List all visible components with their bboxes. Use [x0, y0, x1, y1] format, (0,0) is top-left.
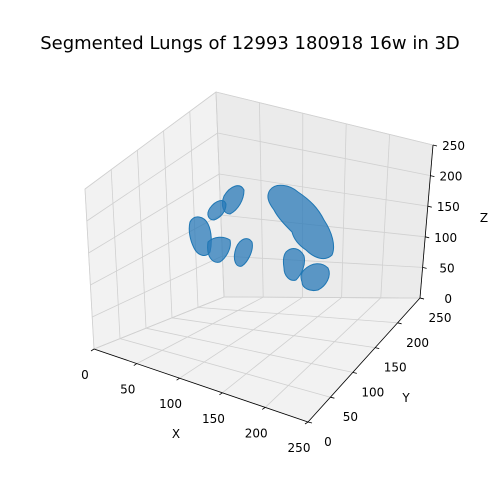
z-tick: [422, 267, 427, 269]
y-left-grid-line: [137, 150, 147, 329]
z-grid-line: [86, 132, 218, 222]
x-axis-line: [93, 348, 309, 423]
x-tick: [261, 407, 266, 410]
z-back-grid-line: [223, 296, 421, 299]
x-tick-label: 200: [245, 426, 268, 440]
axis-lines: [93, 144, 434, 423]
y-tick: [352, 372, 357, 374]
y-left-grid-line: [189, 111, 199, 308]
y-left-grid-line: [110, 169, 121, 339]
x-tick: [176, 377, 180, 381]
lung-segment-left-mid: [207, 236, 231, 263]
z-grid-line: [93, 296, 225, 350]
y-grid-line: [145, 327, 353, 373]
z-back-grid-line: [217, 132, 431, 176]
z-axis-label: Z: [480, 211, 488, 225]
y-tick: [397, 322, 402, 325]
z-tick: [427, 205, 432, 208]
y-axis-label: Y: [401, 391, 410, 405]
y-tick-label: 150: [384, 361, 407, 375]
x-back-grid-line: [380, 134, 390, 298]
y-left-grid-line: [215, 91, 225, 298]
y-left-grid-line: [84, 188, 95, 350]
y-tick: [307, 421, 313, 424]
z-tick-label: 250: [442, 139, 465, 153]
z-tick: [425, 236, 430, 239]
x-tick-label: 150: [202, 412, 225, 426]
x-tick-label: 100: [159, 397, 182, 411]
z-tick-label: 150: [437, 200, 460, 214]
x-tick-label: 250: [288, 441, 311, 455]
y-tick-label: 100: [361, 385, 384, 399]
z-grid-line: [92, 255, 223, 318]
x-tick: [90, 348, 95, 352]
z-back-grid-line: [222, 255, 423, 268]
z-grid-line: [88, 173, 220, 254]
y-grid-line: [171, 317, 376, 348]
x-back-grid-line: [341, 123, 347, 298]
z-tick-label: 200: [439, 170, 462, 184]
x-grid-line: [136, 296, 264, 364]
z-tick: [419, 297, 425, 300]
y-tick-label: 0: [324, 435, 332, 449]
x-tick: [219, 392, 223, 396]
z-back-grid-line: [215, 91, 434, 146]
lung-segment-right-lower: [282, 248, 305, 281]
x-back-grid-line: [259, 102, 264, 298]
y-tick-label: 250: [429, 311, 452, 325]
z-back-grid-line: [219, 173, 428, 207]
lung-segments: [188, 184, 335, 291]
chart-title: Segmented Lungs of 12993 180918 16w in 3…: [40, 33, 460, 54]
lung-segment-right-main: [267, 184, 335, 260]
y-tick-label: 50: [343, 410, 358, 424]
x-grid-line: [264, 297, 382, 408]
x-tick: [304, 421, 309, 425]
y-tick: [375, 347, 380, 349]
x-axis-label: X: [172, 427, 180, 441]
y-tick-label: 200: [406, 336, 429, 350]
y-tick: [330, 396, 335, 399]
z-tick-label: 0: [444, 292, 452, 306]
z-tick: [432, 144, 438, 147]
z-tick: [430, 175, 435, 177]
z-tick-label: 100: [434, 231, 457, 245]
lung-segment-upper-b: [207, 200, 227, 221]
lung-segment-right-bottom: [300, 263, 330, 291]
z-axis-line: [419, 144, 434, 299]
x-grid-line: [222, 297, 342, 394]
z-grid-line: [84, 91, 217, 190]
x-tick: [133, 363, 138, 366]
z-tick-label: 50: [439, 261, 454, 275]
y-axis-line: [307, 297, 421, 423]
y-left-grid-line: [163, 130, 173, 318]
y-grid-line: [119, 338, 331, 398]
x-tick-label: 0: [81, 368, 89, 382]
lung-segment-left-small: [233, 238, 253, 267]
x-tick-label: 50: [120, 383, 135, 397]
x-grid-line: [179, 297, 303, 379]
y-grid-line: [197, 307, 398, 324]
